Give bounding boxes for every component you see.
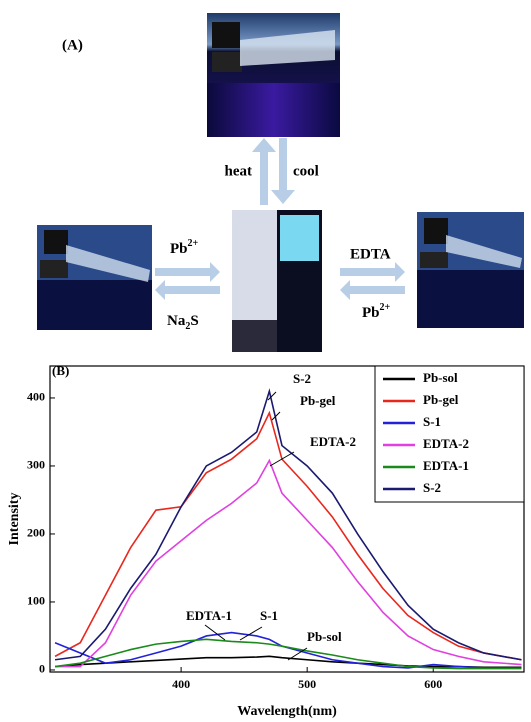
figure-svg: (A) heat cool Pb2+ Na2S EDTA Pb2+ — [0, 0, 531, 722]
y-tick-label: 100 — [27, 594, 45, 608]
arrow-down — [271, 138, 295, 204]
arrow-right — [340, 262, 405, 282]
reagent-label: Na2S — [167, 313, 199, 332]
reagent-label: Pb2+ — [170, 238, 199, 257]
photo-right — [417, 212, 524, 328]
arrow-right — [155, 262, 220, 282]
legend-label: EDTA-1 — [423, 458, 469, 473]
annotation: EDTA-1 — [186, 608, 232, 623]
reagent-label: EDTA — [350, 246, 391, 262]
x-tick-label: 400 — [172, 677, 190, 691]
legend-label: Pb-gel — [423, 392, 459, 407]
arrow-up — [252, 138, 276, 205]
arrow-left — [155, 280, 220, 300]
chart: (B) Wavelength(nm) Intensity 400 500 600 0 100 2… — [7, 363, 524, 719]
arrow-left — [340, 280, 405, 300]
photo-center — [232, 210, 322, 352]
legend-label: S-2 — [423, 480, 441, 495]
y-tick-label: 200 — [27, 526, 45, 540]
legend-box — [375, 366, 524, 502]
photo-left — [37, 225, 152, 330]
annotation: Pb-gel — [300, 393, 336, 408]
y-tick-label: 0 — [39, 662, 45, 676]
figure: (A) heat cool Pb2+ Na2S EDTA Pb2+ — [0, 0, 531, 722]
heat-label: heat — [225, 163, 253, 179]
x-axis-label: Wavelength(nm) — [237, 704, 337, 719]
annotation: S-2 — [293, 371, 311, 386]
reagent-label: Pb2+ — [362, 302, 391, 321]
panel-label: (A) — [62, 37, 83, 53]
y-tick-label: 300 — [27, 458, 45, 472]
x-tick-label: 600 — [424, 677, 442, 691]
legend-label: EDTA-2 — [423, 436, 469, 451]
annotation: EDTA-2 — [310, 434, 356, 449]
annotation-arrow — [205, 625, 225, 640]
x-tick-label: 500 — [298, 677, 316, 691]
y-axis-label: Intensity — [7, 493, 22, 546]
cool-label: cool — [293, 163, 319, 179]
legend-label: S-1 — [423, 414, 441, 429]
legend-label: Pb-sol — [423, 370, 458, 385]
photo-top — [207, 13, 340, 137]
annotation-arrow — [270, 452, 294, 466]
annotation: Pb-sol — [307, 629, 342, 644]
y-tick-label: 400 — [27, 390, 45, 404]
panel-label: (B) — [52, 363, 69, 378]
annotation: S-1 — [260, 608, 278, 623]
